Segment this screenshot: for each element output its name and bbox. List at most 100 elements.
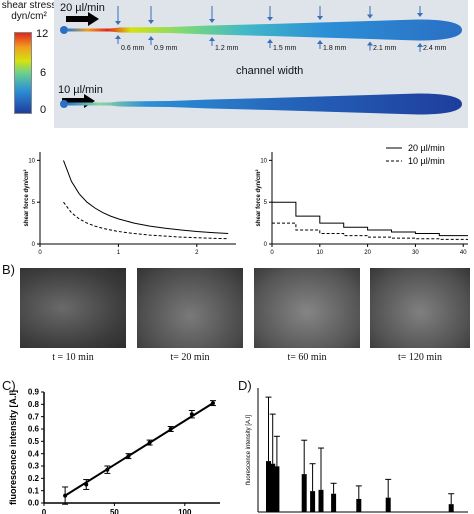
micrograph-10min [20, 268, 126, 348]
x-tick-label: 100 [178, 508, 192, 514]
panel-c-label: C) [2, 378, 16, 393]
channels-svg [60, 19, 462, 115]
scale-tick-6: 6 [40, 67, 47, 79]
micrograph-20min [137, 268, 243, 348]
data-point [189, 412, 194, 417]
width-label: 0.9 mm [154, 45, 178, 52]
y-axis-label: shear force dyn/cm² [255, 169, 262, 226]
panel-a: shear stress dyn/cm² 12 6 0 20 µl/min 10… [0, 0, 474, 128]
y-tick-label: 10 [28, 158, 35, 164]
chart-fluorescence-time: 0 50 100 0.0 0.1 0.2 0.3 0.4 0.5 0.6 0.7 0.8 0.9 fluo… [8, 388, 220, 514]
arrow-down-icon [267, 17, 273, 21]
bar [356, 498, 362, 512]
caption-60min: t= 60 min [287, 352, 327, 363]
y-tick-label: 0 [32, 242, 36, 248]
channel-10 [68, 93, 462, 115]
series-line-1 [63, 201, 229, 240]
bar [310, 491, 316, 512]
channel-20 [68, 19, 462, 41]
arrow-down-icon [209, 19, 215, 23]
y-axis-label: fluorescence intensity [A.I] [8, 390, 18, 505]
x-tick-label: 10 [316, 250, 323, 256]
arrow-down-icon [367, 14, 373, 19]
bar [301, 474, 307, 512]
flow-arrow-icon [66, 12, 99, 26]
channel-inlet [60, 100, 68, 108]
series-line-0 [63, 160, 229, 234]
chart-shear-vs-width: 0120510channel width [mm]shear force dyn… [23, 152, 236, 256]
arrow-up-icon [267, 39, 273, 43]
x-tick-label: 2 [195, 250, 199, 256]
bar [266, 461, 271, 512]
y-tick-label: 0.6 [28, 425, 40, 434]
y-tick-label: 0.7 [28, 412, 40, 421]
scale-tick-12: 12 [36, 28, 49, 40]
width-label: 2.1 mm [373, 45, 397, 52]
arrow-up-icon [148, 36, 154, 40]
arrow-down-icon [148, 20, 154, 24]
color-scale-bar [14, 32, 32, 114]
data-point [84, 482, 89, 487]
scale-tick-0: 0 [40, 104, 47, 116]
caption-120min: t= 120 min [398, 352, 442, 363]
y-axis-label: fluorescence intensity [A.I] [246, 415, 252, 485]
arrow-up-icon [417, 43, 423, 47]
width-label: 1.2 mm [215, 45, 239, 52]
bar [385, 497, 391, 512]
chart-shear-vs-distance: 0102030400510distance [mm]shear force dy… [255, 143, 468, 256]
data-point [105, 467, 110, 472]
width-markers: 0.6 mm 0.9 mm 1.2 mm 1.5 mm 1.8 mm 2.1 mm 2.4 … [115, 6, 447, 52]
flow-label-10: 10 µl/min [58, 84, 103, 96]
y-tick-label: 0.5 [28, 437, 40, 446]
caption-10min: t = 10 min [52, 352, 94, 363]
arrow-down-icon [417, 13, 423, 17]
flow-label-20: 20 µl/min [60, 2, 105, 14]
arrow-down-icon [317, 16, 323, 20]
y-tick-label: 0.1 [28, 486, 40, 495]
data-point [147, 440, 152, 445]
series-line-1 [272, 222, 468, 240]
bar [274, 466, 280, 512]
legend-label: 20 µl/min [408, 143, 445, 153]
panel-d-label: D) [238, 378, 252, 393]
scale-label: shear stress [1, 0, 57, 11]
width-label: 1.5 mm [273, 45, 297, 52]
micrograph-60min [254, 268, 360, 348]
x-tick-label: 50 [110, 508, 119, 514]
width-label: 0.6 mm [121, 45, 145, 52]
caption-20min: t= 20 min [170, 352, 210, 363]
channel-inlet [60, 26, 68, 34]
y-axis-label: shear force dyn/cm² [23, 169, 30, 226]
x-tick-label: 30 [412, 250, 419, 256]
y-tick-label: 0.4 [28, 449, 40, 458]
x-tick-label: 1 [117, 250, 121, 256]
y-tick-label: 0 [264, 242, 268, 248]
x-tick-label: 40 [460, 250, 467, 256]
y-tick-label: 0.3 [28, 462, 40, 471]
data-point [63, 493, 68, 498]
arrow-down-icon [115, 21, 121, 25]
arrow-up-icon [317, 40, 323, 44]
scale-unit: dyn/cm² [11, 11, 47, 22]
bar [331, 493, 337, 512]
y-tick-label: 0.8 [28, 400, 40, 409]
channel-width-caption: channel width [236, 65, 304, 77]
legend-label: 10 µl/min [408, 156, 445, 166]
chart-fluorescence-bars: fluorescence intensity [A.I] [246, 388, 468, 513]
y-tick-label: 0.0 [28, 499, 40, 508]
bar [270, 463, 276, 512]
fit-line [64, 402, 214, 497]
width-label: 1.8 mm [323, 45, 347, 52]
x-tick-label: 0 [42, 508, 47, 514]
x-tick-label: 0 [38, 250, 42, 256]
series-line-0 [272, 201, 468, 237]
width-label: 2.4 mm [423, 45, 447, 52]
arrow-up-icon [115, 35, 121, 39]
bar [318, 489, 324, 512]
data-point [126, 454, 131, 459]
y-tick-label: 0.2 [28, 474, 40, 483]
data-point [168, 427, 173, 431]
bar [448, 504, 454, 512]
data-point [210, 401, 215, 406]
y-tick-label: 10 [260, 158, 267, 164]
